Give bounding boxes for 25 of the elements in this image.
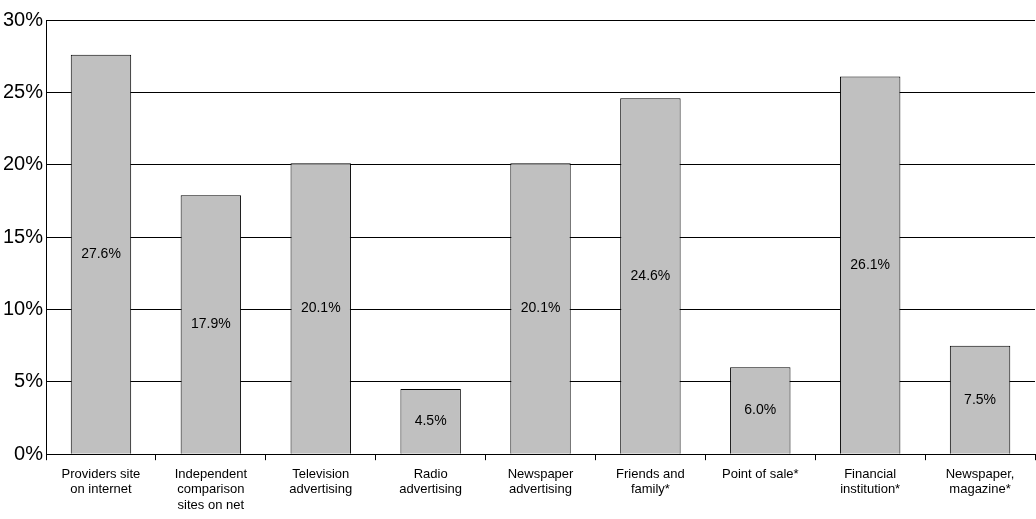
x-tick-label: Newspaper advertising: [507, 465, 575, 497]
x-tick-label: Television advertising: [289, 465, 353, 497]
x-tick-label: Point of sale*: [721, 465, 799, 481]
x-tick-label: Newspaper, magazine*: [945, 465, 1015, 497]
x-tick-label: Friends and family*: [616, 465, 685, 497]
x-tick-label: Radio advertising: [399, 465, 463, 497]
data-label: 20.1%: [520, 299, 561, 316]
data-label: 20.1%: [300, 299, 341, 316]
y-tick-label: 5%: [14, 369, 44, 392]
data-label: 4.5%: [414, 412, 447, 429]
y-tick-label: 20%: [3, 152, 44, 175]
data-label: 6.0%: [744, 401, 777, 418]
x-tick-label: Providers site on internet: [61, 465, 141, 497]
y-tick-label: 10%: [3, 296, 44, 319]
y-tick-label: 15%: [3, 224, 44, 247]
x-tick-label: Financial institution*: [840, 465, 901, 497]
data-label: 26.1%: [850, 255, 891, 272]
y-tick-label: 0%: [14, 441, 44, 464]
x-tick-label: Independent comparison sites on net: [174, 465, 248, 512]
data-label: 17.9%: [191, 315, 231, 332]
data-label: 27.6%: [81, 245, 121, 262]
data-label: 7.5%: [964, 390, 997, 407]
y-tick-label: 25%: [3, 79, 44, 102]
y-tick-label: 30%: [3, 7, 44, 30]
data-label: 24.6%: [630, 266, 671, 283]
